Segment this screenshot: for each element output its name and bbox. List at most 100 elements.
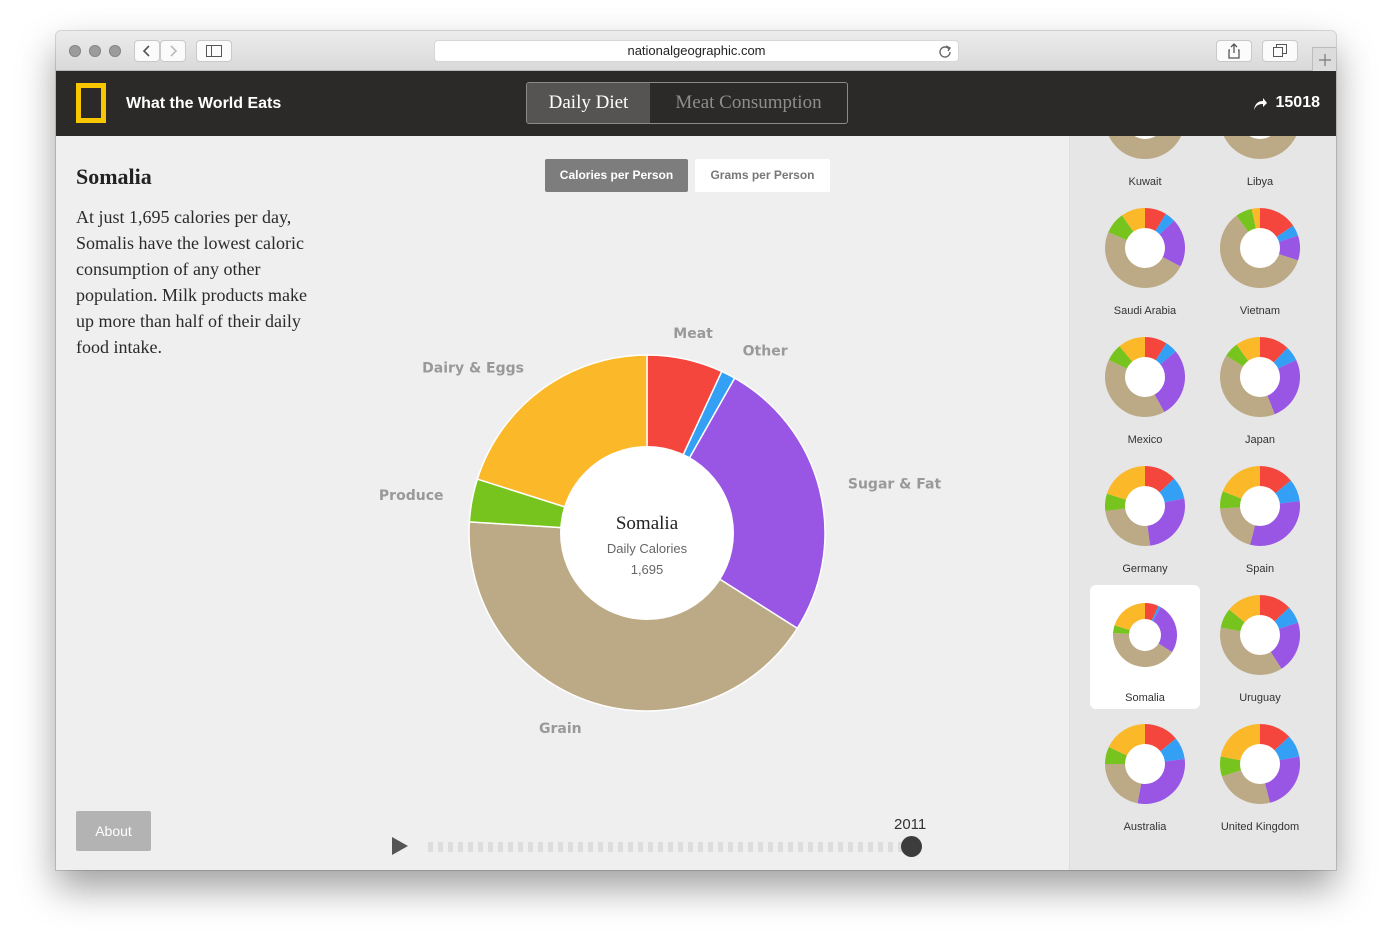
app-title: What the World Eats [126, 95, 282, 112]
tabs-overview-button[interactable] [1262, 40, 1298, 62]
share-arrow-icon [1253, 98, 1267, 110]
mini-donut-hole [1125, 357, 1165, 397]
country-tile-saudi-arabia[interactable]: Saudi Arabia [1090, 198, 1200, 322]
tabs-icon [1273, 44, 1287, 57]
mini-donut-hole [1240, 615, 1280, 655]
mini-donut-hole [1240, 228, 1280, 268]
natgeo-logo[interactable] [76, 83, 106, 123]
country-tile-united-kingdom[interactable]: United Kingdom [1205, 714, 1315, 838]
country-tile-vietnam[interactable]: Vietnam [1205, 198, 1315, 322]
country-tile-label: Saudi Arabia [1113, 305, 1177, 317]
mini-slice [1145, 607, 1177, 653]
zoom-window-button[interactable] [109, 45, 121, 57]
diet-donut-chart: Somalia Daily Calories 1,695 Meat Other Su… [379, 326, 942, 737]
center-value: 1,695 [631, 562, 664, 577]
reload-icon[interactable] [938, 43, 952, 59]
country-tile-label: United Kingdom [1220, 821, 1300, 833]
close-window-button[interactable] [69, 45, 81, 57]
mini-donut-chart [1220, 466, 1300, 546]
mini-donut-hole [1134, 136, 1156, 139]
country-tile-label: Germany [1122, 563, 1168, 575]
calories-per-person-button[interactable]: Calories per Person [545, 159, 688, 192]
country-title: Somalia [76, 164, 152, 189]
center-title: Somalia [616, 513, 679, 534]
timeline-handle[interactable] [901, 836, 922, 857]
slice-sugar-fat[interactable] [645, 377, 826, 630]
country-tile-label: Spain [1245, 563, 1275, 575]
view-toggle: Daily Diet Meat Consumption [526, 82, 848, 124]
forward-button[interactable] [160, 40, 186, 62]
mini-donut-hole [1240, 486, 1280, 526]
url-text: nationalgeographic.com [627, 43, 766, 58]
country-sidebar[interactable]: Kuwait Libya Saudi Arabia Vietnam Mexico Japa… [1069, 136, 1336, 870]
main-panel: Somalia At just 1,695 calories per day, … [56, 136, 1069, 870]
back-button[interactable] [134, 40, 160, 62]
chevron-right-icon [170, 45, 178, 57]
sidebar-icon [206, 45, 222, 57]
country-tile-kuwait[interactable]: Kuwait [1090, 136, 1200, 193]
browser-titlebar: nationalgeographic.com [56, 31, 1336, 71]
country-tile-japan[interactable]: Japan [1205, 327, 1315, 451]
country-tile-label: Somalia [1125, 692, 1165, 704]
mini-donut-chart [1220, 724, 1300, 804]
mini-slice [1145, 220, 1185, 267]
label-sugar-fat: Sugar & Fat [848, 476, 942, 492]
mini-donut-hole [1125, 228, 1165, 268]
minimize-window-button[interactable] [89, 45, 101, 57]
mini-donut-chart [1105, 724, 1185, 804]
about-button[interactable]: About [76, 811, 151, 851]
timeline-track[interactable] [428, 842, 912, 852]
mini-slice [1108, 136, 1182, 159]
country-tile-label: Japan [1245, 434, 1275, 446]
label-meat: Meat [673, 326, 713, 342]
mini-donut-chart [1220, 337, 1300, 417]
mini-donut-hole [1240, 357, 1280, 397]
mini-donut-chart [1105, 466, 1185, 546]
country-tile-somalia[interactable]: Somalia [1090, 585, 1200, 709]
country-tile-label: Vietnam [1239, 305, 1281, 317]
country-tile-australia[interactable]: Australia [1090, 714, 1200, 838]
share-count: 15018 [1275, 94, 1321, 111]
mini-slice [1145, 351, 1185, 413]
mini-donut-chart [1105, 337, 1185, 417]
mini-donut-chart [1223, 136, 1297, 160]
country-tile-mexico[interactable]: Mexico [1090, 327, 1200, 451]
address-bar[interactable]: nationalgeographic.com [434, 40, 959, 62]
mini-donut-chart [1220, 208, 1300, 288]
tab-daily-diet[interactable]: Daily Diet [527, 83, 650, 123]
country-tile-spain[interactable]: Spain [1205, 456, 1315, 580]
new-tab-button[interactable] [1312, 47, 1336, 71]
mini-donut-chart [1108, 136, 1182, 159]
mini-donut-chart [1113, 603, 1177, 667]
country-tile-germany[interactable]: Germany [1090, 456, 1200, 580]
mini-donut-hole [1240, 744, 1280, 784]
share-counter[interactable]: 15018 [1252, 94, 1321, 112]
country-tile-label: Uruguay [1239, 692, 1281, 704]
mini-donut-hole [1125, 486, 1165, 526]
mini-donut-hole [1129, 619, 1161, 651]
share-button[interactable] [1216, 40, 1252, 62]
tab-meat-consumption[interactable]: Meat Consumption [675, 92, 822, 113]
grams-per-person-button[interactable]: Grams per Person [695, 159, 830, 192]
country-tile-label: Libya [1246, 176, 1274, 188]
play-icon[interactable] [390, 836, 410, 856]
mini-donut-chart [1105, 208, 1185, 289]
chevron-left-icon [142, 45, 150, 57]
country-tile-label: Kuwait [1128, 176, 1162, 188]
mini-donut-chart [1220, 595, 1300, 675]
label-grain: Grain [539, 721, 582, 737]
share-icon [1228, 43, 1240, 59]
mini-slice [1220, 756, 1260, 777]
sidebar-toggle-button[interactable] [196, 40, 232, 62]
plus-icon [1318, 53, 1331, 66]
timeline-year: 2011 [894, 816, 927, 833]
app-header: What the World Eats Daily Diet Meat Cons… [56, 71, 1336, 136]
donut-center [560, 446, 734, 620]
country-tile-uruguay[interactable]: Uruguay [1205, 585, 1315, 709]
mini-donut-hole [1249, 136, 1271, 139]
mini-slice [1223, 136, 1297, 160]
label-produce: Produce [379, 488, 444, 504]
mini-donut-hole [1125, 744, 1165, 784]
country-tile-libya[interactable]: Libya [1205, 136, 1315, 193]
country-description: At just 1,695 calories per day, Somalis … [76, 207, 307, 357]
